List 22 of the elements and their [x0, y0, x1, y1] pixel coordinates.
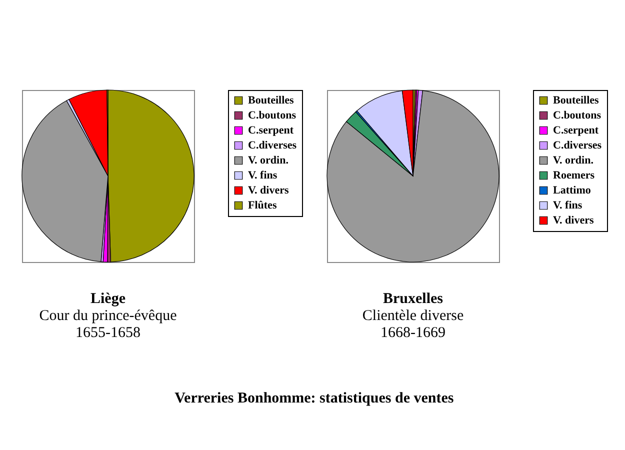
legend-label: Flûtes [248, 200, 278, 212]
legend-label: C.boutons [553, 110, 602, 122]
legend-label: Bouteilles [553, 94, 600, 106]
legend-label: C.diverses [248, 140, 298, 152]
legend-label: C.diverses [553, 140, 602, 152]
text: Verreries Bonhomme: statistiques de ventes [174, 390, 454, 407]
legend-label: C.serpent [248, 124, 294, 136]
text: Clientèle diverse 1668-1669 [362, 308, 464, 342]
legend-label: Lattimo [553, 184, 592, 196]
legend-label: V. divers [248, 184, 290, 196]
legend-label: V. ordin. [248, 154, 289, 166]
legend-label: V. ordin. [553, 154, 594, 166]
legend-label: C.boutons [248, 110, 297, 122]
text: Bruxelles [383, 291, 444, 308]
text: Liège [90, 291, 126, 308]
legend-label: Roemers [553, 170, 596, 182]
legend-label: C.serpent [553, 124, 599, 136]
legend-label: Bouteilles [248, 94, 295, 106]
legend-label: V. fins [553, 200, 583, 212]
legend-label: V. divers [553, 214, 594, 226]
text: Cour du prince-évêque 1655-1658 [39, 308, 178, 342]
legend-label: V. fins [248, 170, 278, 182]
